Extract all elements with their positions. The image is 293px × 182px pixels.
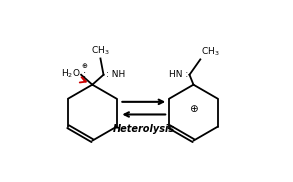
Text: :: : xyxy=(83,69,86,79)
Text: HN :: HN : xyxy=(169,70,188,79)
Text: : NH: : NH xyxy=(106,70,125,79)
Text: CH$_3$: CH$_3$ xyxy=(91,45,110,57)
Text: CH$_3$: CH$_3$ xyxy=(201,46,220,58)
Text: $\oplus$: $\oplus$ xyxy=(189,103,198,114)
Text: $\oplus$: $\oplus$ xyxy=(81,61,88,70)
Text: H$_2$O: H$_2$O xyxy=(61,68,80,80)
Text: Heterolysis: Heterolysis xyxy=(113,124,175,134)
